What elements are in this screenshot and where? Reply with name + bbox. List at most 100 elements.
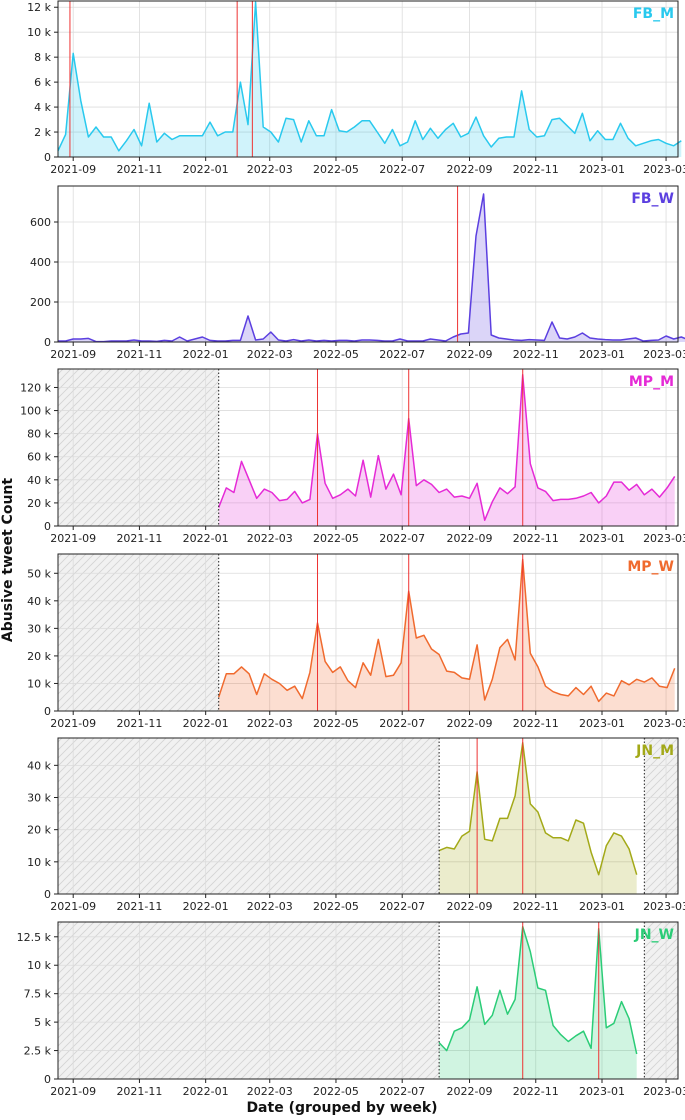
plot-frame xyxy=(57,0,679,158)
no-data-region xyxy=(58,738,440,894)
y-tick-label: 80 k xyxy=(27,428,51,441)
y-tick-label: 50 k xyxy=(27,567,51,580)
x-tick-label: 2022-07 xyxy=(379,532,425,545)
no-data-region xyxy=(58,554,219,711)
y-tick-label: 40 k xyxy=(27,759,51,772)
series-area xyxy=(58,2,682,158)
y-tick-label: 400 xyxy=(30,256,51,269)
y-tick-label: 600 xyxy=(30,216,51,229)
y-tick-label: 120 k xyxy=(20,381,51,394)
panel-mp-w: 0 10 k 20 k 30 k 40 k 50 k 2021-09 2021-11 2022-… xyxy=(27,553,685,730)
y-tick-label: 8 k xyxy=(34,51,51,64)
x-tick-label: 2022-09 xyxy=(447,900,493,913)
x-tick-label: 2023-01 xyxy=(579,1085,625,1098)
x-tick-label: 2022-07 xyxy=(379,900,425,913)
x-tick-label: 2023-03 xyxy=(643,532,685,545)
y-tick-label: 12.5 k xyxy=(17,931,52,944)
x-tick-label: 2023-03 xyxy=(643,1085,685,1098)
x-tick-label: 2023-01 xyxy=(579,900,625,913)
y-tick-label: 12 k xyxy=(27,1,51,14)
series-line xyxy=(438,742,638,876)
panel-mp-m: 0 20 k 40 k 60 k 80 k 100 k 120 k 2021-09 2021-1… xyxy=(20,368,685,545)
x-tick-label: 2022-09 xyxy=(447,717,493,730)
y-tick-label: 0 xyxy=(44,1073,51,1086)
y-tick-label: 7.5 k xyxy=(24,988,52,1001)
x-tick-label: 2022-01 xyxy=(183,163,229,176)
x-tick-label: 2022-03 xyxy=(247,1085,293,1098)
y-tick-label: 10 k xyxy=(27,959,51,972)
series-line xyxy=(438,925,638,1055)
x-tick-label: 2021-09 xyxy=(50,900,96,913)
x-tick-label: 2023-01 xyxy=(579,163,625,176)
x-tick-label: 2022-05 xyxy=(313,348,359,361)
panel-label: MP_W xyxy=(627,559,674,575)
y-tick-label: 20 k xyxy=(27,650,51,663)
panel-label: FB_M xyxy=(633,6,674,22)
x-tick-label: 2021-09 xyxy=(50,717,96,730)
x-tick-label: 2022-03 xyxy=(247,532,293,545)
y-tick-label: 0 xyxy=(44,888,51,901)
x-tick-label: 2023-03 xyxy=(643,900,685,913)
x-tick-label: 2022-01 xyxy=(183,348,229,361)
x-tick-label: 2023-01 xyxy=(579,348,625,361)
x-tick-label: 2022-03 xyxy=(247,900,293,913)
x-tick-label: 2022-11 xyxy=(513,717,559,730)
y-tick-label: 10 k xyxy=(27,26,51,39)
x-tick-label: 2022-11 xyxy=(513,532,559,545)
plot-frame xyxy=(57,921,679,1080)
x-tick-label: 2021-09 xyxy=(50,1085,96,1098)
x-tick-label: 2022-01 xyxy=(183,717,229,730)
x-tick-label: 2022-09 xyxy=(447,1085,493,1098)
x-tick-label: 2022-03 xyxy=(247,717,293,730)
plot-frame xyxy=(57,737,679,895)
panel-fb-w: 0 200 400 600 2021-09 2021-11 2022-01 2022-03 20… xyxy=(30,185,685,361)
x-tick-label: 2022-07 xyxy=(379,1085,425,1098)
y-tick-label: 40 k xyxy=(27,595,51,608)
x-tick-label: 2022-03 xyxy=(247,163,293,176)
series-area xyxy=(218,559,675,711)
x-tick-label: 2021-09 xyxy=(50,532,96,545)
x-tick-label: 2022-11 xyxy=(513,900,559,913)
x-tick-label: 2022-01 xyxy=(183,532,229,545)
series-area xyxy=(218,374,675,526)
x-tick-label: 2022-05 xyxy=(313,900,359,913)
series-area xyxy=(439,926,637,1079)
y-tick-label: 60 k xyxy=(27,451,51,464)
no-data-region xyxy=(644,922,678,1079)
x-tick-label: 2021-09 xyxy=(50,163,96,176)
y-tick-label: 40 k xyxy=(27,474,51,487)
x-tick-label: 2022-05 xyxy=(313,163,359,176)
series-line xyxy=(217,558,676,703)
panel-fb-m: 0 2 k 4 k 6 k 8 k 10 k 12 k 2021-09 2021-11 2022-… xyxy=(27,0,685,176)
y-tick-label: 10 k xyxy=(27,856,51,869)
y-tick-label: 2 k xyxy=(34,126,51,139)
x-tick-label: 2022-01 xyxy=(183,900,229,913)
x-tick-label: 2021-11 xyxy=(116,532,162,545)
x-axis-title: Date (grouped by week) xyxy=(246,1100,437,1116)
series-line xyxy=(58,193,685,343)
series-area xyxy=(439,742,637,894)
panel-jn-m: 0 10 k 20 k 30 k 40 k 2021-09 2021-11 2022-01 20… xyxy=(27,737,685,913)
x-tick-label: 2021-11 xyxy=(116,717,162,730)
panel-label: JN_M xyxy=(635,743,674,759)
y-tick-label: 20 k xyxy=(27,497,51,510)
x-tick-label: 2023-03 xyxy=(643,348,685,361)
no-data-region xyxy=(644,738,678,894)
y-tick-label: 2.5 k xyxy=(24,1045,52,1058)
panel-label: MP_M xyxy=(629,374,674,390)
plot-frame xyxy=(57,185,679,343)
x-tick-label: 2022-09 xyxy=(447,163,493,176)
no-data-region xyxy=(58,369,219,526)
x-tick-label: 2023-03 xyxy=(643,163,685,176)
x-tick-label: 2023-01 xyxy=(579,717,625,730)
y-tick-label: 20 k xyxy=(27,824,51,837)
x-tick-label: 2022-05 xyxy=(313,532,359,545)
x-tick-label: 2022-07 xyxy=(379,717,425,730)
x-tick-label: 2022-09 xyxy=(447,348,493,361)
x-tick-label: 2022-05 xyxy=(313,1085,359,1098)
x-tick-label: 2023-01 xyxy=(579,532,625,545)
y-tick-label: 4 k xyxy=(34,101,51,114)
x-tick-label: 2021-09 xyxy=(50,348,96,361)
x-tick-label: 2022-03 xyxy=(247,348,293,361)
panel-label: FB_W xyxy=(631,191,674,207)
